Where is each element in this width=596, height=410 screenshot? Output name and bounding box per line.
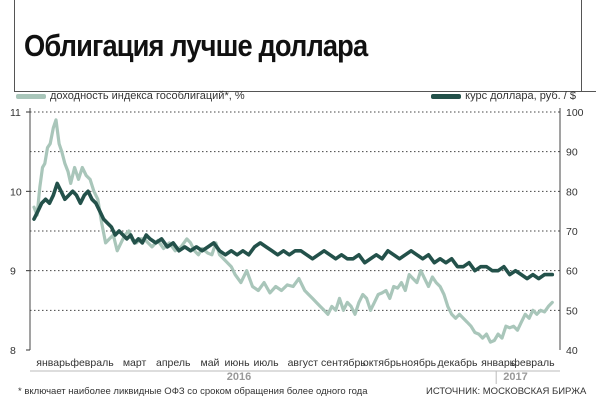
chart-title: Облигация лучше доллара [24,28,368,63]
legend-yield-label: доходность индекса гособлигаций*, % [50,90,245,102]
legend-usd-swatch [431,93,462,99]
x-tick-label: декабрь [438,357,478,369]
x-tick-label: ноябрь [402,357,437,369]
x-tick-label: март [123,357,147,369]
y-right-tick-label: 70 [566,226,578,238]
legend-yield-swatch [16,93,46,99]
source-note: ИСТОЧНИК: МОСКОВСКАЯ БИРЖА [426,386,587,397]
x-tick-label: октябрь [363,357,402,369]
x-tick-label: июль [254,357,280,369]
x-tick-label: май [201,357,220,369]
legend-yield: доходность индекса гособлигаций*, % [16,90,245,102]
x-tick-label: февраль [70,357,114,369]
x-tick-label: январь [481,357,516,369]
frame-bottom-rule [14,91,596,92]
series-line-yield [32,118,554,344]
x-tick-label: август [288,357,319,369]
x-tick-label: сентябрь [321,357,366,369]
y-right-tick-label: 100 [566,107,584,119]
x-tick-label: июнь [225,357,251,369]
y-left-tick-label: 11 [10,107,21,119]
year-label: 2017 [503,371,527,383]
y-right-tick-label: 40 [566,345,578,357]
legend-usd: курс доллара, руб. / $ [431,90,576,102]
y-right-tick-label: 50 [566,305,578,317]
y-left-tick-label: 9 [10,266,16,278]
footnote: * включает наиболее ликвидные ОФЗ со сро… [18,386,368,397]
frame-right-rule [581,0,582,92]
x-tick-label: апрель [156,357,191,369]
x-tick-label: февраль [511,357,555,369]
frame-left-rule [14,0,15,92]
y-right-tick-label: 60 [566,266,578,278]
y-left-tick-label: 10 [10,186,22,198]
y-left-tick-label: 8 [10,345,16,357]
legend-usd-label: курс доллара, руб. / $ [465,90,576,102]
y-right-tick-label: 90 [566,147,578,159]
series-line-usd [32,181,555,281]
year-label: 2016 [227,371,251,383]
y-right-tick-label: 80 [566,186,578,198]
x-tick-label: январь [36,357,71,369]
